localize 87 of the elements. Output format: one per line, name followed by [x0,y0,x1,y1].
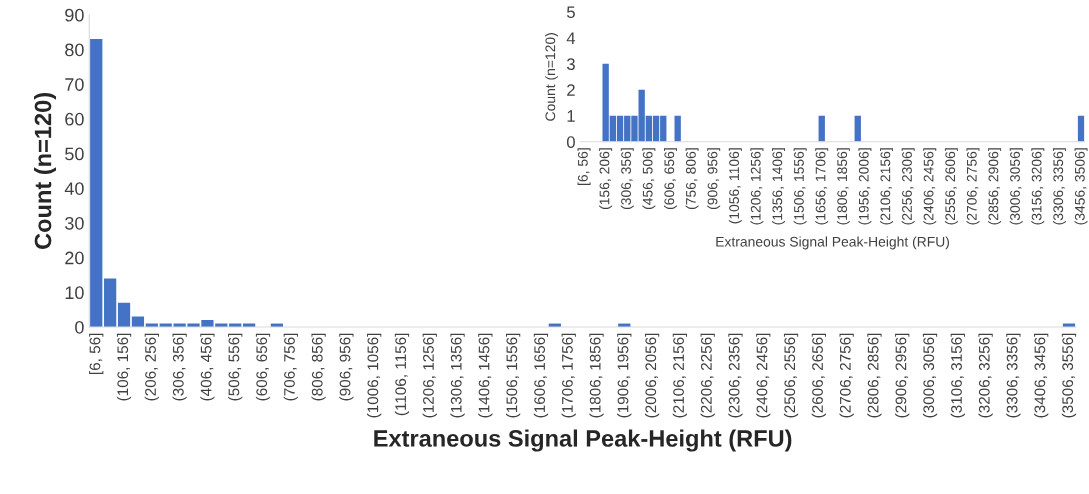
y-tick-label: 80 [65,43,84,57]
y-tick-label: 2 [567,84,575,96]
y-tick-label: 60 [65,112,84,126]
bar [117,302,131,328]
x-tick-label: (1906, 1956] [617,333,632,418]
x-tick-label: (1406, 1456] [478,333,493,418]
bar [818,115,825,142]
x-tick-label: (1006, 1056] [367,333,382,418]
x-tick-label: (2106, 2156] [880,148,894,225]
bar [854,115,861,142]
x-tick-label: (3006, 3056] [1009,148,1023,225]
x-tick-label: (2206, 2256] [700,333,715,418]
x-tick-label: (1306, 1356] [450,333,465,418]
y-tick-label: 70 [65,78,84,91]
bar [1077,115,1085,142]
x-tick-label: (906, 956] [339,333,354,401]
x-tick-label: (2856, 2906] [988,148,1002,225]
x-tick-label: (2706, 2756] [966,148,980,225]
x-tick-label: (3506, 3556] [1061,333,1077,418]
x-tick-label: (606, 656] [664,148,677,210]
x-tick-label: (3306, 3356] [1006,333,1021,418]
x-tick-label: (606, 656] [255,333,271,401]
x-tick-label: (1056, 1106] [728,148,742,224]
bar [674,115,681,142]
x-tick-label: (1206, 1256] [750,148,764,225]
x-tick-label: (806, 856] [311,333,326,401]
y-tick-label: 30 [65,216,84,230]
x-tick-label: (1706, 1756] [561,333,576,418]
x-tick-label: (306, 356] [620,148,634,210]
x-tick-label: (2006, 2056] [644,333,660,418]
x-tick-label: (3406, 3456] [1034,333,1049,418]
bar [104,278,117,328]
y-tick-label: 40 [64,182,84,195]
y-tick-label: 5 [566,6,575,19]
y-tick-label: 0 [566,136,575,148]
x-tick-label: (2706, 2756] [839,333,854,418]
x-tick-label: (456, 506] [642,148,656,210]
y-tick-label: 1 [567,110,575,122]
x-tick-label: (2806, 2856] [867,333,882,418]
x-tick-label: (206, 256] [144,333,159,401]
y-tick-label: 10 [65,286,84,300]
x-tick-label: (2306, 2356] [728,333,743,418]
bar [90,39,103,328]
x-tick-label: (2906, 2956] [895,333,910,418]
x-tick-label: (106, 156] [116,333,132,401]
x-tick-label: (756, 806] [685,148,699,210]
x-tick-label: (3306, 3356] [1052,148,1066,225]
y-axis-title: Count (n=120) [34,93,57,249]
x-tick-label: (406, 456] [200,333,215,401]
x-tick-label: (156, 206] [599,148,613,210]
x-tick-label: (1656, 1706] [815,148,829,225]
x-tick-label: (2506, 2556] [783,333,799,418]
x-axis-title: Extraneous Signal Peak-Height (RFU) [716,236,950,250]
y-tick-label: 90 [65,8,84,22]
x-tick-label: (1356, 1406] [772,148,785,225]
x-tick-label: (3456, 3506] [1074,148,1088,225]
x-tick-label: (306, 356] [172,333,187,401]
x-axis-title: Extraneous Signal Peak-Height (RFU) [374,429,792,452]
x-tick-label: (3106, 3156] [950,333,965,418]
x-tick-label: [6, 56] [577,148,591,185]
x-tick-label: (1606, 1656] [533,333,549,418]
x-tick-label: (906, 956] [707,148,721,210]
x-tick-label: (2556, 2606] [944,148,958,225]
x-tick-label: (3006, 3056] [922,333,938,418]
y-tick-label: 3 [566,58,575,71]
x-tick-label: (3156, 3206] [1031,148,1045,225]
x-tick-label: (2606, 2656] [811,333,826,418]
x-tick-label: (3206, 3256] [978,333,993,418]
x-tick-label: (1206, 1256] [422,333,437,418]
x-tick-label: (506, 556] [228,333,243,401]
x-tick-label: (1806, 1856] [836,148,850,225]
x-tick-label: (1806, 1856] [589,333,604,418]
y-tick-label: 4 [566,32,576,44]
x-tick-label: (1506, 1556] [506,333,521,418]
x-tick-label: (2406, 2456] [756,333,771,418]
x-tick-label: (1506, 1556] [793,148,807,225]
x-tick-label: [6, 56] [89,333,104,374]
x-tick-label: (2406, 2456] [923,148,937,225]
x-tick-label: (1956, 2006] [858,148,872,225]
x-tick-label: (2256, 2306] [901,148,915,225]
y-tick-label: 0 [75,320,84,334]
y-axis-title: Count (n=120) [545,33,558,121]
x-tick-label: (1106, 1156] [394,333,410,416]
y-tick-label: 20 [65,251,84,265]
x-tick-label: (706, 756] [283,333,298,401]
y-tick-label: 50 [65,147,84,161]
x-tick-label: (2106, 2156] [672,333,688,418]
